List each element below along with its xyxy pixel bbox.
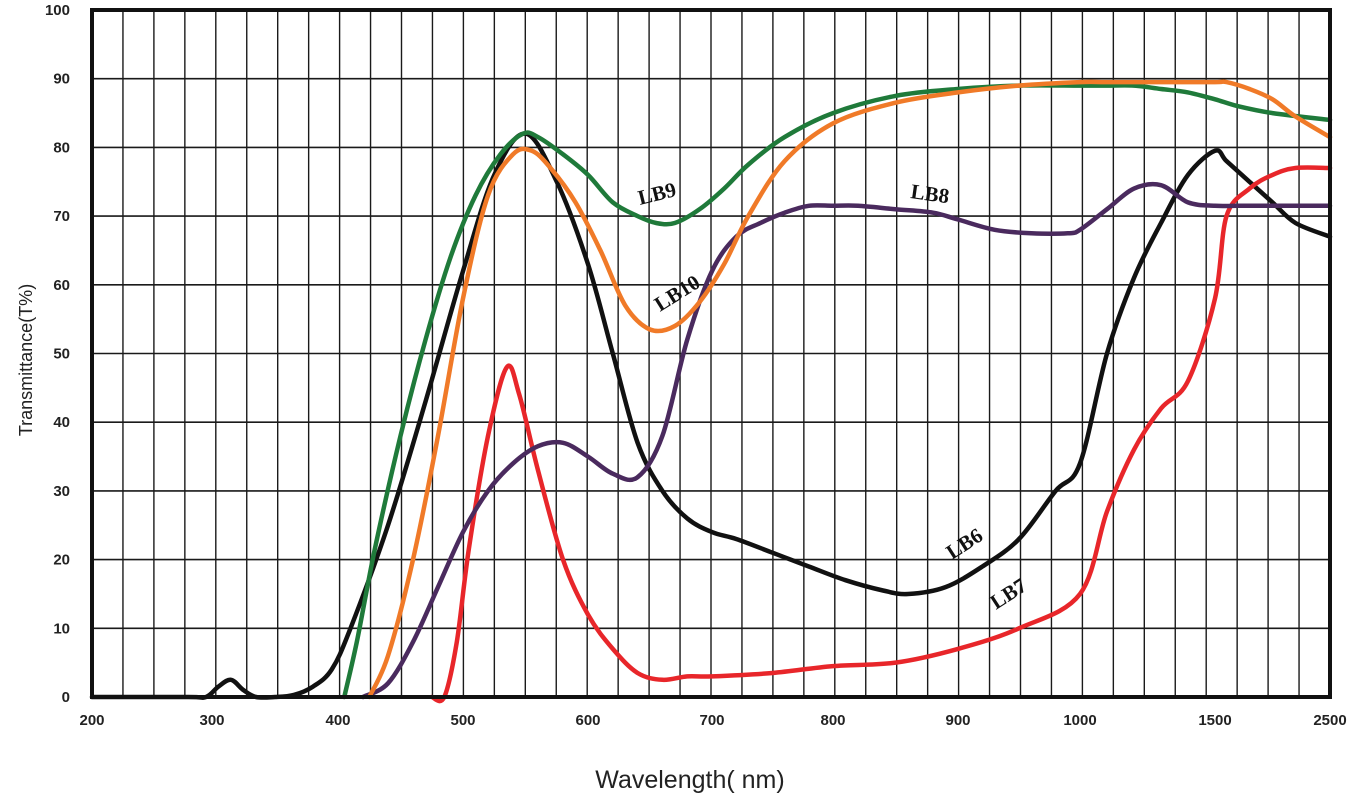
- series-label-lb8: LB8: [909, 179, 950, 208]
- series-line-lb9: [342, 83, 1333, 700]
- y-tick-label: 100: [45, 2, 70, 19]
- y-tick-label: 30: [53, 483, 70, 500]
- y-axis-title: Transmittance(T%): [16, 284, 36, 436]
- x-tick-label: 300: [199, 712, 224, 729]
- x-tick-label: 200: [79, 712, 104, 729]
- y-tick-label: 0: [62, 689, 70, 706]
- x-tick-label: 500: [450, 712, 475, 729]
- x-tick-label: 700: [699, 712, 724, 729]
- y-tick-label: 90: [53, 71, 70, 88]
- x-tick-label: 900: [945, 712, 970, 729]
- series-line-lb7: [429, 165, 1333, 704]
- y-tick-label: 60: [53, 277, 70, 294]
- x-tick-label: 600: [575, 712, 600, 729]
- y-tick-label: 10: [53, 620, 70, 637]
- x-axis-title: Wavelength( nm): [595, 766, 784, 794]
- y-tick-label: 70: [53, 208, 70, 225]
- x-tick-label: 800: [820, 712, 845, 729]
- plot-frame: [90, 8, 1332, 699]
- x-tick-label: 1500: [1198, 712, 1231, 729]
- y-tick-label: 80: [53, 139, 70, 156]
- series-line-lb10: [367, 79, 1333, 700]
- x-tick-labels: 200 300 400 500 600 700 800 900 1000 1500 2500: [79, 712, 1346, 729]
- series-label-lb7: LB7: [986, 573, 1031, 614]
- y-tick-label: 20: [53, 552, 70, 569]
- series-line-lb8: [360, 181, 1333, 700]
- x-tick-label: 1000: [1063, 712, 1096, 729]
- series-label-lb9: LB9: [635, 177, 678, 210]
- y-tick-labels: 0 10 20 30 40 50 60 70 80 90 100: [45, 2, 70, 706]
- x-tick-label: 2500: [1313, 712, 1346, 729]
- y-tick-label: 50: [53, 346, 70, 363]
- series-label-lb6: LB6: [942, 523, 987, 564]
- grid: [92, 10, 1330, 697]
- x-tick-label: 400: [325, 712, 350, 729]
- y-tick-label: 40: [53, 414, 70, 431]
